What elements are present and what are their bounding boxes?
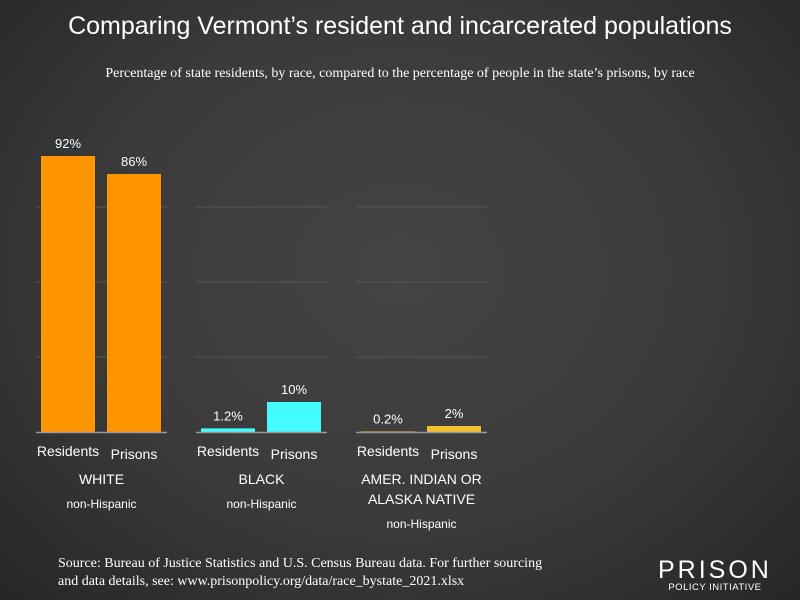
bar-category-label: Residents (37, 443, 99, 459)
bar (201, 428, 255, 432)
group-label: ALASKA NATIVE (368, 491, 475, 507)
logo-line2: POLICY INITIATIVE (668, 582, 762, 593)
bar (41, 156, 95, 432)
chart-title: Comparing Vermont’s resident and incarce… (68, 12, 732, 40)
data-label: 1.2% (213, 408, 243, 423)
bar (361, 431, 415, 432)
bar-category-label: Prisons (431, 446, 478, 462)
data-label: 2% (445, 406, 464, 421)
bar (267, 402, 321, 432)
bar-category-label: Residents (357, 443, 419, 459)
logo-line1: PRISON (658, 556, 772, 584)
group-label: WHITE (79, 471, 124, 487)
data-label: 10% (281, 382, 307, 397)
source-note: Source: Bureau of Justice Statistics and… (58, 556, 543, 589)
bar-category-label: Prisons (271, 446, 318, 462)
group-sublabel: non-Hispanic (66, 497, 136, 511)
bar (427, 426, 481, 432)
group-label: BLACK (239, 471, 286, 487)
bar (107, 174, 161, 432)
data-label: 86% (121, 154, 147, 169)
bar-chart: 92% Residents 86% Prisons WHITE non-Hispanic 1… (36, 136, 487, 531)
chart-subtitle: Percentage of state residents, by race, … (105, 66, 695, 81)
group-sublabel: non-Hispanic (386, 517, 456, 531)
bar-category-label: Residents (197, 443, 259, 459)
bar-category-label: Prisons (111, 446, 158, 462)
data-label: 0.2% (373, 411, 403, 426)
group-label: AMER. INDIAN OR (361, 471, 482, 487)
group-sublabel: non-Hispanic (226, 497, 296, 511)
data-label: 92% (55, 136, 81, 151)
prison-policy-initiative-logo: PRISON POLICY INITIATIVE (658, 556, 772, 594)
